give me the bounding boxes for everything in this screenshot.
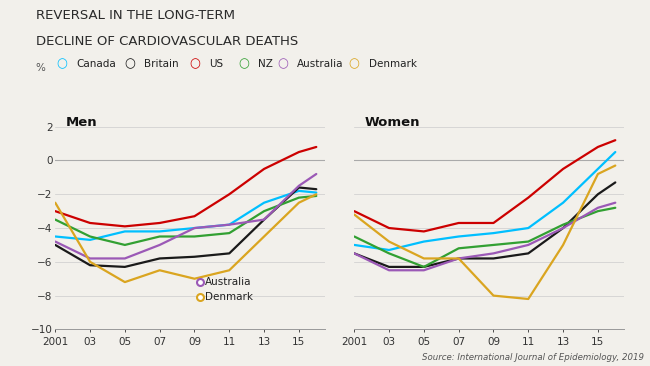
Text: ○: ○ xyxy=(278,57,288,71)
Text: ○: ○ xyxy=(349,57,359,71)
Text: Australia: Australia xyxy=(297,59,344,69)
Text: Women: Women xyxy=(365,116,421,130)
Text: NZ: NZ xyxy=(258,59,273,69)
Text: ○: ○ xyxy=(239,57,249,71)
Text: ○: ○ xyxy=(125,57,135,71)
Text: US: US xyxy=(209,59,224,69)
Text: Denmark: Denmark xyxy=(369,59,417,69)
Text: %: % xyxy=(36,63,46,73)
Text: Australia: Australia xyxy=(205,277,252,287)
Text: Britain: Britain xyxy=(144,59,179,69)
Text: Men: Men xyxy=(66,116,98,130)
Text: ○: ○ xyxy=(57,57,67,71)
Text: REVERSAL IN THE LONG-TERM: REVERSAL IN THE LONG-TERM xyxy=(36,9,235,22)
Text: ○: ○ xyxy=(190,57,200,71)
Text: Source: International Journal of Epidemiology, 2019: Source: International Journal of Epidemi… xyxy=(421,353,644,362)
Text: Denmark: Denmark xyxy=(205,292,253,302)
Text: DECLINE OF CARDIOVASCULAR DEATHS: DECLINE OF CARDIOVASCULAR DEATHS xyxy=(36,35,298,48)
Text: Canada: Canada xyxy=(76,59,116,69)
